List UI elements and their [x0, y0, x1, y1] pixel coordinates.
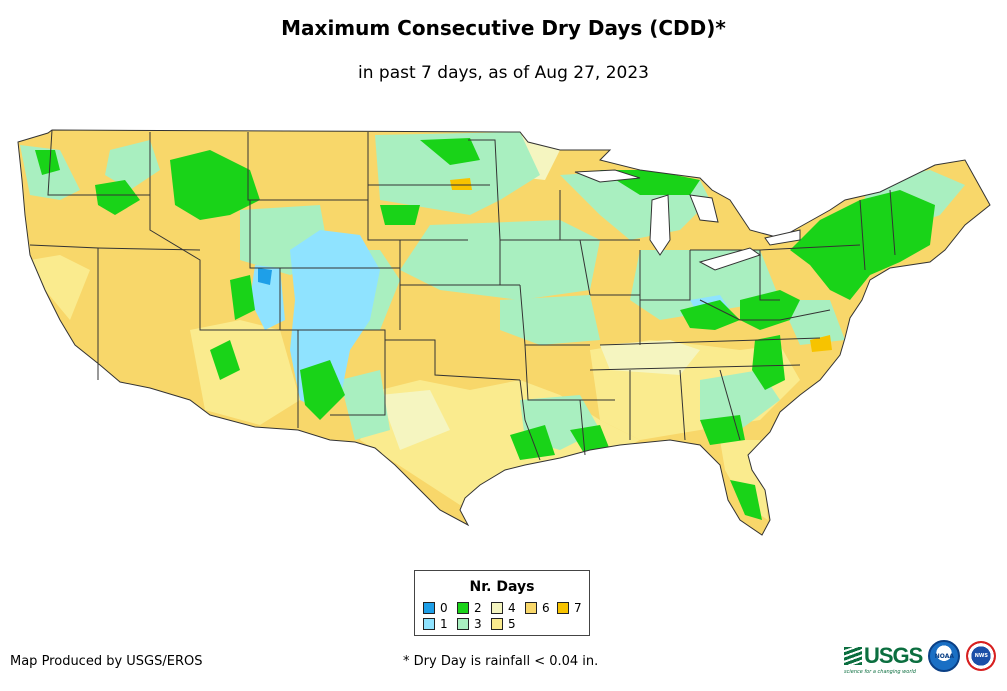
legend-item-7: 7 — [557, 601, 582, 615]
legend-label-7: 7 — [574, 601, 582, 615]
legend-label-0: 0 — [440, 601, 448, 615]
legend-swatch-2 — [457, 602, 469, 614]
legend-label-5: 5 — [508, 617, 516, 631]
noaa-logo: NOAA — [928, 640, 961, 672]
dry-days-raster — [20, 132, 965, 520]
logo-group: USGS science for a changing world NOAA N… — [844, 640, 997, 675]
legend-swatch-4 — [491, 602, 503, 614]
footnote-text: * Dry Day is rainfall < 0.04 in. — [403, 654, 599, 669]
noaa-logo-text: NOAA — [934, 652, 954, 660]
usgs-logo: USGS science for a changing world — [844, 643, 923, 675]
credit-text: Map Produced by USGS/EROS — [10, 654, 203, 669]
usgs-mark-icon — [844, 647, 862, 665]
legend-item-1: 1 — [423, 617, 448, 631]
legend-swatch-0 — [423, 602, 435, 614]
legend-swatch-7 — [557, 602, 569, 614]
usgs-logo-text: USGS — [864, 643, 923, 668]
legend-item-4: 4 — [491, 601, 516, 615]
legend-swatch-6 — [525, 602, 537, 614]
nws-logo-text: NWS — [974, 653, 989, 659]
legend-label-3: 3 — [474, 617, 482, 631]
legend-swatch-1 — [423, 618, 435, 630]
nws-logo: NWS — [966, 641, 997, 671]
legend: Nr. Days 0 1 2 3 4 5 6 7 — [414, 570, 590, 636]
legend-item-3: 3 — [457, 617, 482, 631]
map-subtitle: in past 7 days, as of Aug 27, 2023 — [358, 63, 649, 83]
legend-label-6: 6 — [542, 601, 550, 615]
legend-title: Nr. Days — [469, 579, 535, 595]
legend-swatch-5 — [491, 618, 503, 630]
great-lakes — [574, 169, 801, 271]
state-borders — [29, 129, 896, 461]
legend-label-1: 1 — [440, 617, 448, 631]
legend-item-2: 2 — [457, 601, 482, 615]
usgs-tagline: science for a changing world — [844, 669, 916, 675]
legend-swatch-3 — [457, 618, 469, 630]
legend-item-6: 6 — [525, 601, 550, 615]
legend-label-4: 4 — [508, 601, 516, 615]
legend-label-2: 2 — [474, 601, 482, 615]
legend-item-0: 0 — [423, 601, 448, 615]
legend-item-5: 5 — [491, 617, 516, 631]
map-title: Maximum Consecutive Dry Days (CDD)* — [281, 16, 726, 40]
